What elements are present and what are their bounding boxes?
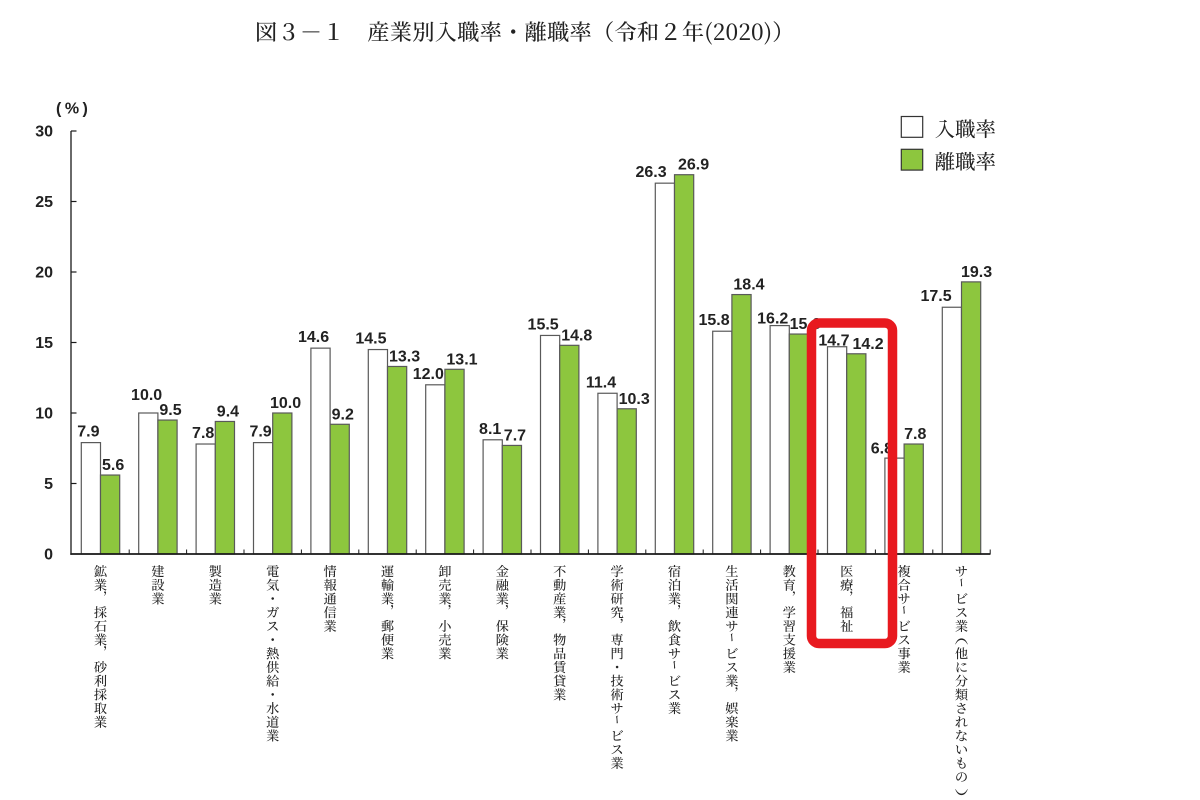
svg-text:14.7: 14.7 <box>818 333 849 350</box>
svg-text:7.7: 7.7 <box>504 427 526 444</box>
svg-text:20: 20 <box>35 265 53 282</box>
svg-text:30: 30 <box>35 124 53 141</box>
svg-text:7.9: 7.9 <box>249 424 271 441</box>
svg-text:13.1: 13.1 <box>446 351 477 368</box>
svg-text:10.0: 10.0 <box>270 395 301 412</box>
svg-text:15.5: 15.5 <box>528 317 559 334</box>
svg-text:5: 5 <box>44 476 53 493</box>
svg-text:(%): (%) <box>56 101 91 118</box>
svg-text:9.2: 9.2 <box>332 406 354 423</box>
svg-text:18.4: 18.4 <box>733 277 764 294</box>
svg-text:15: 15 <box>35 335 53 352</box>
svg-text:10.3: 10.3 <box>619 391 650 408</box>
svg-text:14.8: 14.8 <box>561 327 592 344</box>
svg-text:7.8: 7.8 <box>192 425 214 442</box>
svg-text:7.9: 7.9 <box>77 424 99 441</box>
svg-text:14.5: 14.5 <box>355 331 386 348</box>
svg-text:5.6: 5.6 <box>102 457 124 474</box>
svg-text:12.0: 12.0 <box>413 366 444 383</box>
svg-text:0: 0 <box>44 547 53 564</box>
svg-text:10.0: 10.0 <box>131 387 162 404</box>
svg-text:9.4: 9.4 <box>217 404 239 421</box>
svg-text:11.4: 11.4 <box>586 374 616 391</box>
svg-text:26.9: 26.9 <box>678 157 709 174</box>
svg-text:10: 10 <box>35 406 53 423</box>
svg-text:13.3: 13.3 <box>389 349 420 366</box>
svg-text:14.6: 14.6 <box>298 329 329 346</box>
svg-text:19.3: 19.3 <box>961 264 992 281</box>
svg-text:15.8: 15.8 <box>698 312 729 329</box>
svg-text:14.2: 14.2 <box>853 336 884 353</box>
svg-text:17.5: 17.5 <box>920 288 951 305</box>
svg-text:6.8: 6.8 <box>871 440 893 457</box>
svg-text:8.1: 8.1 <box>479 421 501 438</box>
svg-text:9.5: 9.5 <box>159 402 181 419</box>
svg-text:25: 25 <box>35 194 53 211</box>
svg-text:16.2: 16.2 <box>757 311 788 328</box>
svg-text:26.3: 26.3 <box>635 164 666 181</box>
svg-text:7.8: 7.8 <box>904 426 926 443</box>
